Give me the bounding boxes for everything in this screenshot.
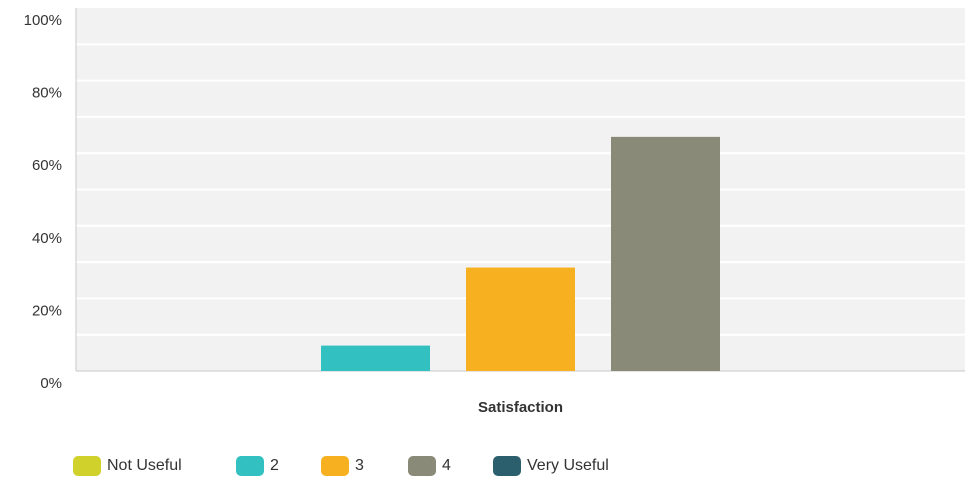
legend: Not Useful 2 3 4 Very Useful <box>73 456 633 476</box>
y-tick-label: 100% <box>24 12 62 29</box>
legend-label: Very Useful <box>527 457 609 474</box>
y-tick-label: 20% <box>32 302 62 319</box>
legend-item-not-useful[interactable]: Not Useful <box>73 456 236 476</box>
legend-label: 3 <box>355 457 364 474</box>
x-axis-labels: Satisfaction <box>478 399 563 416</box>
bar-2[interactable] <box>321 345 430 371</box>
legend-swatch <box>73 456 101 476</box>
bar-4[interactable] <box>611 136 720 371</box>
legend-item-4[interactable]: 4 <box>408 456 493 476</box>
legend-label: 2 <box>270 457 279 474</box>
y-tick-label: 80% <box>32 85 62 102</box>
legend-swatch <box>493 456 521 476</box>
legend-label: 4 <box>442 457 451 474</box>
y-tick-label: 60% <box>32 157 62 174</box>
legend-item-very-useful[interactable]: Very Useful <box>493 456 633 476</box>
legend-swatch <box>408 456 436 476</box>
legend-swatch <box>236 456 264 476</box>
legend-label: Not Useful <box>107 457 182 474</box>
bars <box>321 136 720 371</box>
x-category-label: Satisfaction <box>478 399 563 416</box>
y-tick-label: 40% <box>32 230 62 247</box>
legend-item-3[interactable]: 3 <box>321 456 408 476</box>
y-axis-ticks: 0% 20% 40% 60% 80% 100% <box>24 12 62 392</box>
bar-chart: 0% 20% 40% 60% 80% 100% Satisfaction <box>24 8 965 416</box>
legend-swatch <box>321 456 349 476</box>
bar-3[interactable] <box>466 267 575 371</box>
legend-item-2[interactable]: 2 <box>236 456 321 476</box>
y-tick-label: 0% <box>40 375 62 392</box>
